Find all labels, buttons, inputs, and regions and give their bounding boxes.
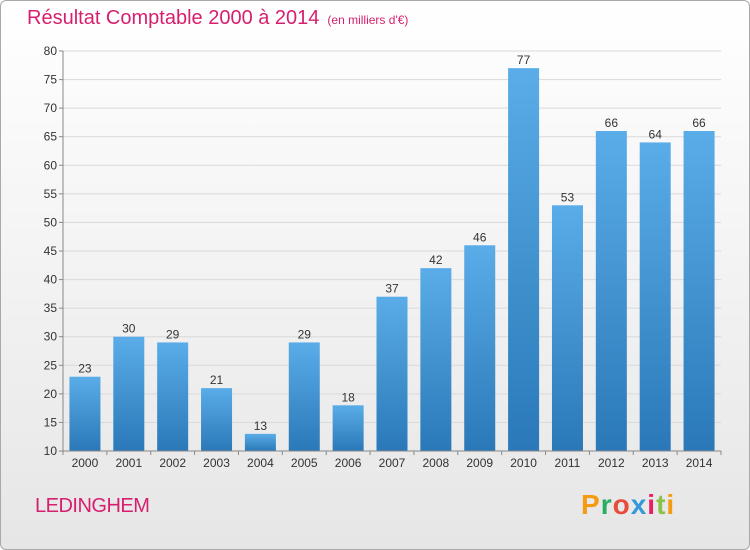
y-tick-label: 80 [44, 44, 58, 58]
x-tick-label: 2011 [555, 456, 581, 470]
bar-value-label: 30 [122, 322, 136, 336]
logo-letter: x [630, 489, 648, 520]
bar-value-label: 29 [166, 327, 180, 341]
bar-value-label: 77 [517, 53, 531, 67]
x-tick-label: 2004 [247, 456, 274, 470]
bar-2007 [376, 296, 408, 451]
bar-2009 [464, 245, 496, 451]
y-tick-label: 50 [44, 215, 58, 229]
y-tick-label: 65 [44, 130, 58, 144]
logo-letter: t [656, 489, 667, 520]
bar-2003 [201, 388, 233, 451]
bar-value-label: 66 [605, 116, 619, 130]
bar-2001 [113, 336, 145, 451]
y-tick-label: 45 [44, 244, 58, 258]
bar-value-label: 46 [473, 230, 487, 244]
x-tick-label: 2009 [466, 456, 493, 470]
y-tick-label: 35 [44, 301, 58, 315]
bar-2006 [332, 405, 364, 451]
bar-value-label: 23 [78, 362, 92, 376]
bar-value-label: 66 [692, 116, 706, 130]
bar-2013 [639, 142, 671, 451]
bar-2014 [683, 131, 715, 451]
bar-2010 [508, 68, 540, 452]
proxiti-logo: Proxiti [581, 489, 675, 521]
logo-letter: i [647, 489, 657, 520]
x-tick-label: 2005 [291, 456, 318, 470]
x-tick-label: 2002 [159, 456, 186, 470]
bar-2004 [244, 433, 276, 451]
bar-2011 [551, 205, 583, 451]
x-tick-label: 2000 [72, 456, 99, 470]
x-tick-label: 2003 [203, 456, 230, 470]
bar-2005 [288, 342, 320, 451]
logo-letter: o [612, 489, 631, 520]
x-tick-label: 2008 [423, 456, 450, 470]
bar-value-label: 53 [561, 190, 575, 204]
logo-letter: P [581, 489, 601, 520]
y-tick-label: 10 [44, 444, 58, 458]
y-tick-label: 60 [44, 158, 58, 172]
y-tick-label: 70 [44, 101, 58, 115]
bar-2008 [420, 268, 452, 451]
commune-name: LEDINGHEM [35, 495, 150, 517]
bar-value-label: 18 [341, 390, 355, 404]
y-tick-label: 40 [44, 273, 58, 287]
y-tick-label: 25 [44, 358, 58, 372]
logo-letter: i [666, 489, 676, 520]
bar-value-label: 37 [385, 282, 399, 296]
chart-title: Résultat Comptable 2000 à 2014 [27, 7, 320, 29]
y-tick-label: 55 [44, 187, 58, 201]
bar-2012 [595, 131, 627, 451]
x-tick-label: 2013 [642, 456, 669, 470]
x-tick-label: 2001 [115, 456, 142, 470]
x-tick-label: 2010 [510, 456, 537, 470]
x-tick-label: 2014 [686, 456, 713, 470]
chart-title-block: Résultat Comptable 2000 à 2014 (en millie… [27, 7, 408, 30]
bar-value-label: 64 [649, 127, 663, 141]
x-tick-label: 2012 [598, 456, 625, 470]
bar-value-label: 13 [254, 419, 268, 433]
bar-2002 [157, 342, 189, 451]
y-tick-label: 20 [44, 387, 58, 401]
x-tick-label: 2007 [379, 456, 406, 470]
chart-subtitle: (en milliers d'€) [327, 13, 409, 27]
y-tick-label: 30 [44, 330, 58, 344]
y-tick-label: 75 [44, 73, 58, 87]
bar-value-label: 21 [210, 373, 224, 387]
y-tick-label: 15 [44, 415, 58, 429]
bar-2000 [69, 376, 101, 451]
bar-value-label: 42 [429, 253, 443, 267]
logo-letter: r [600, 489, 613, 520]
bar-value-label: 29 [298, 327, 312, 341]
x-tick-label: 2006 [335, 456, 362, 470]
